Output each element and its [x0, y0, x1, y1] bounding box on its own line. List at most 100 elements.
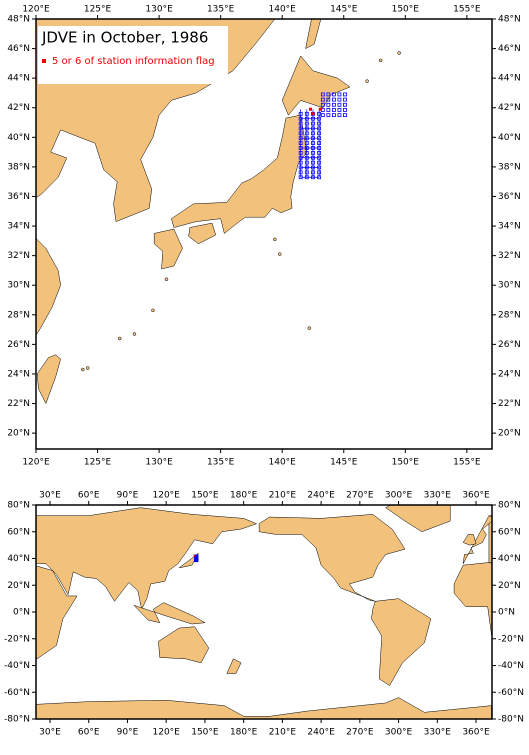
station: [343, 113, 347, 118]
station: [320, 97, 325, 102]
lat-tick-label: 80°N: [498, 501, 521, 511]
station: [298, 116, 303, 121]
lon-tick-label: 140°E: [269, 458, 297, 468]
flag-station: [318, 107, 322, 111]
lat-tick-label: 46°N: [7, 44, 30, 54]
lon-tick-label: 145°E: [330, 5, 358, 15]
lat-tick-label: 32°N: [498, 251, 521, 261]
lat-tick-label: 40°N: [498, 133, 521, 143]
lon-tick-label: 120°E: [22, 5, 50, 15]
lat-tick-label: 48°N: [498, 15, 521, 25]
station: [298, 155, 303, 160]
land: [36, 354, 61, 405]
island: [273, 237, 277, 242]
lon-tick-label: 360°E: [462, 491, 490, 501]
station: [343, 92, 347, 97]
station: [343, 108, 347, 112]
island: [397, 51, 401, 55]
station: [311, 146, 315, 150]
lon-tick-label: 90°E: [117, 491, 139, 501]
lat-tick-label: 34°N: [7, 222, 30, 232]
station: [304, 150, 309, 155]
station: [304, 160, 309, 165]
station: [320, 102, 325, 107]
legend-marker: [42, 59, 46, 63]
station: [304, 175, 309, 180]
lon-tick-label: 30°E: [39, 728, 61, 738]
lat-tick-label: 44°N: [498, 74, 521, 84]
station: [298, 141, 303, 145]
station: [317, 111, 322, 116]
station: [304, 146, 309, 150]
station: [311, 116, 315, 121]
station: [317, 116, 322, 121]
lat-tick-label: 0°N: [498, 608, 515, 618]
station: [332, 113, 336, 118]
station: [311, 170, 315, 175]
station: [298, 150, 303, 155]
land: [36, 697, 492, 719]
bottom-map: [36, 505, 492, 719]
station: [304, 116, 309, 121]
station: [317, 141, 322, 145]
station: [320, 113, 325, 118]
island: [164, 277, 169, 282]
land: [36, 565, 78, 660]
station: [304, 111, 309, 116]
lat-tick-label: 44°N: [7, 74, 30, 84]
island: [85, 366, 90, 370]
lon-tick-label: 210°E: [269, 728, 297, 738]
station: [298, 131, 303, 136]
lon-tick-label: 240°E: [307, 491, 335, 501]
station: [317, 136, 322, 141]
lat-tick-label: 48°N: [7, 15, 30, 25]
lat-tick-label: 20°N: [7, 429, 30, 439]
island: [277, 252, 282, 256]
station: [298, 136, 303, 141]
land: [453, 562, 492, 637]
station: [326, 113, 331, 118]
lat-tick-label: -60°N: [4, 688, 30, 698]
lat-tick-label: 60°N: [7, 527, 30, 537]
lon-tick-label: 270°E: [346, 491, 374, 501]
lat-tick-label: 38°N: [7, 162, 30, 172]
island: [151, 308, 155, 313]
map-title: JDVE in October, 1986: [41, 29, 208, 47]
lat-tick-label: 24°N: [7, 369, 30, 379]
lon-tick-label: 120°E: [153, 728, 181, 738]
station: [304, 141, 309, 145]
station: [317, 150, 322, 155]
lon-tick-label: 135°E: [207, 5, 235, 15]
top-map: [36, 19, 401, 405]
flag-station: [309, 107, 313, 111]
station: [311, 136, 315, 141]
lat-tick-label: 20°N: [498, 581, 521, 591]
lon-tick-label: 180°E: [230, 491, 258, 501]
station: [317, 170, 322, 175]
lat-tick-label: 36°N: [498, 192, 521, 202]
lat-tick-label: -60°N: [498, 688, 524, 698]
lon-tick-label: 155°E: [453, 5, 481, 15]
land: [36, 19, 276, 336]
station: [298, 175, 303, 180]
flag-station: [193, 554, 196, 557]
lon-tick-label: 150°E: [191, 491, 219, 501]
station: [311, 141, 315, 145]
lat-tick-label: -80°N: [498, 715, 524, 725]
lat-tick-label: 40°N: [498, 554, 521, 564]
station: [317, 175, 322, 180]
land: [153, 228, 183, 270]
station: [298, 165, 303, 170]
land: [488, 515, 492, 563]
lat-tick-label: -80°N: [4, 715, 30, 725]
station: [337, 108, 342, 112]
station: [326, 102, 331, 107]
lon-tick-label: 330°E: [424, 491, 452, 501]
lon-tick-label: 240°E: [307, 728, 335, 738]
land: [188, 222, 217, 245]
land: [462, 515, 492, 564]
station: [304, 136, 309, 141]
station: [311, 160, 315, 165]
station: [332, 92, 336, 97]
station: [311, 126, 315, 131]
